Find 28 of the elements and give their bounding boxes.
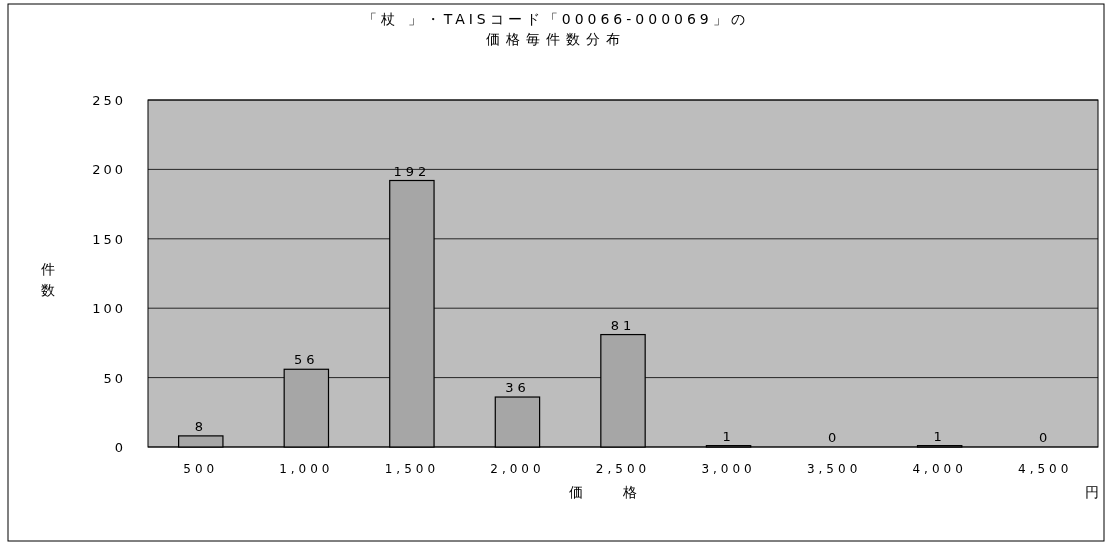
- y-tick-label: 150: [92, 231, 126, 247]
- y-axis-title: 件数: [41, 261, 55, 298]
- data-label: 1: [933, 428, 946, 444]
- x-tick-label: 2,000: [490, 462, 545, 476]
- y-tick-label: 250: [92, 93, 126, 108]
- x-tick-label: 3,000: [701, 462, 756, 476]
- x-tick-label: 500: [183, 462, 219, 476]
- data-label: 1: [722, 428, 735, 444]
- data-label: 36: [505, 380, 530, 396]
- x-axis-title: 価格: [569, 484, 677, 500]
- x-tick-label: 2,500: [595, 462, 651, 476]
- x-tick-label: 1,000: [279, 462, 334, 476]
- x-tick-label: 4,000: [912, 462, 967, 476]
- chart-subtitle: 価格毎件数分布: [486, 31, 626, 47]
- data-label: 8: [194, 418, 207, 434]
- data-label: 0: [827, 430, 841, 445]
- x-tick-label: 3,500: [806, 462, 862, 476]
- text: 円: [1085, 484, 1099, 500]
- chart-title: 「杖 」・TAISコード「00066-000069」の: [363, 11, 749, 27]
- y-tick-label: 100: [92, 301, 126, 317]
- y-tick-label: 50: [103, 370, 126, 386]
- x-tick-label: 1,500: [384, 462, 440, 476]
- data-label: 0: [1039, 430, 1052, 445]
- y-tick-label: 200: [92, 162, 126, 178]
- y-tick-label: 0: [114, 440, 126, 455]
- data-label: 81: [610, 317, 636, 333]
- data-label: 56: [294, 352, 319, 368]
- x-tick-label: 4,500: [1018, 462, 1073, 476]
